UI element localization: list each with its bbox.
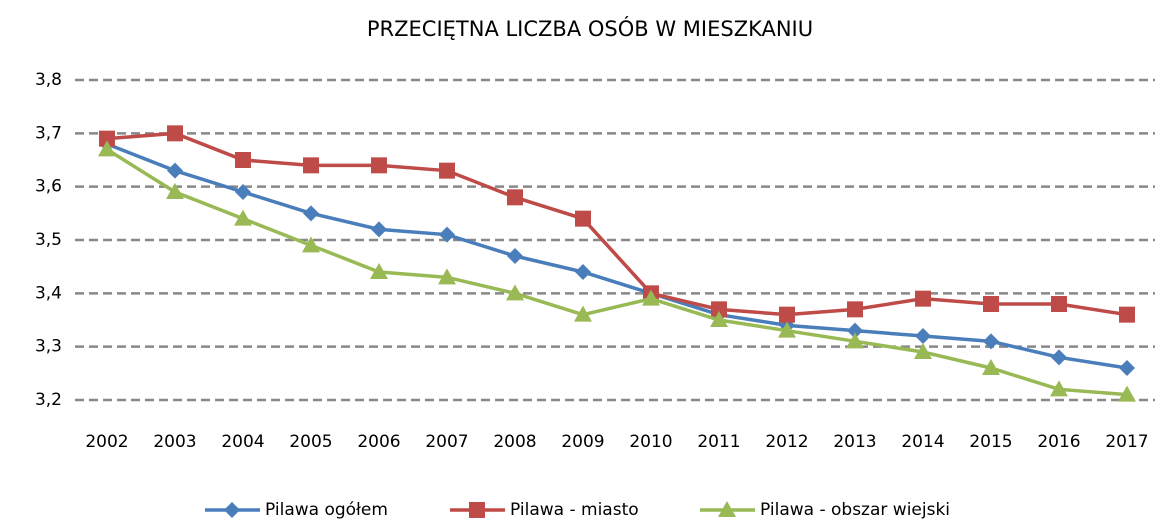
x-tick-label: 2005 [289,432,332,452]
marker [642,289,660,306]
marker [779,306,795,323]
marker [1051,349,1067,366]
marker [982,359,1000,375]
marker [710,311,728,327]
marker [507,248,523,264]
y-tick-label: 3,2 [35,390,62,410]
x-tick-label: 2012 [765,432,808,452]
marker [778,321,796,338]
marker [302,236,320,253]
marker [847,322,863,339]
x-tick-label: 2014 [901,432,944,452]
marker [439,226,455,243]
x-tick-label: 2006 [357,432,400,452]
marker [167,162,183,179]
marker [303,157,319,174]
y-tick-label: 3,6 [35,177,62,197]
x-tick-label: 2009 [561,432,604,452]
marker [167,125,183,142]
marker [1118,385,1136,402]
marker [846,332,864,349]
x-tick-label: 2004 [221,432,264,452]
x-tick-label: 2011 [697,432,740,452]
marker [983,333,999,350]
marker [235,184,251,200]
marker [99,130,115,147]
series-line [106,147,1128,397]
x-tick-label: 2003 [153,432,196,452]
marker [235,152,251,168]
x-tick-label: 2013 [833,432,876,452]
marker [506,284,524,301]
y-tick-label: 3,7 [35,123,62,143]
marker [1050,380,1068,397]
x-tick-label: 2007 [425,432,468,452]
marker [303,205,319,222]
x-tick-label: 2017 [1105,432,1148,452]
legend-label: Pilawa - obszar wiejski [760,500,950,520]
x-tick-label: 2016 [1037,432,1080,452]
marker [1051,296,1067,312]
marker [439,162,455,179]
marker [711,301,727,318]
marker [915,328,931,344]
marker [370,263,388,279]
marker [718,501,736,517]
marker [469,502,485,518]
marker [166,183,184,199]
y-tick-label: 3,3 [35,337,62,357]
marker [1119,306,1135,323]
x-tick-label: 2002 [85,432,128,452]
marker [234,209,252,226]
marker [914,343,932,359]
y-tick-label: 3,8 [35,70,62,90]
x-tick-label: 2010 [629,432,672,452]
legend-label: Pilawa ogółem [265,500,388,520]
y-tick-label: 3,4 [35,283,62,303]
series-line [106,142,1128,370]
marker [915,290,931,307]
marker [371,221,387,238]
marker [983,296,999,312]
x-tick-label: 2015 [969,432,1012,452]
marker [224,502,240,518]
legend-label: Pilawa - miasto [510,500,639,520]
series-line [106,131,1128,317]
marker [438,268,456,285]
marker [371,157,387,174]
x-tick-label: 2008 [493,432,536,452]
marker [1119,360,1135,376]
marker [98,140,116,157]
y-tick-label: 3,5 [35,230,62,250]
chart-title: PRZECIĘTNA LICZBA OSÓB W MIESZKANIU [367,16,813,41]
marker [575,264,591,280]
marker [575,210,591,227]
marker [507,189,523,206]
marker [847,301,863,318]
marker [574,305,592,322]
